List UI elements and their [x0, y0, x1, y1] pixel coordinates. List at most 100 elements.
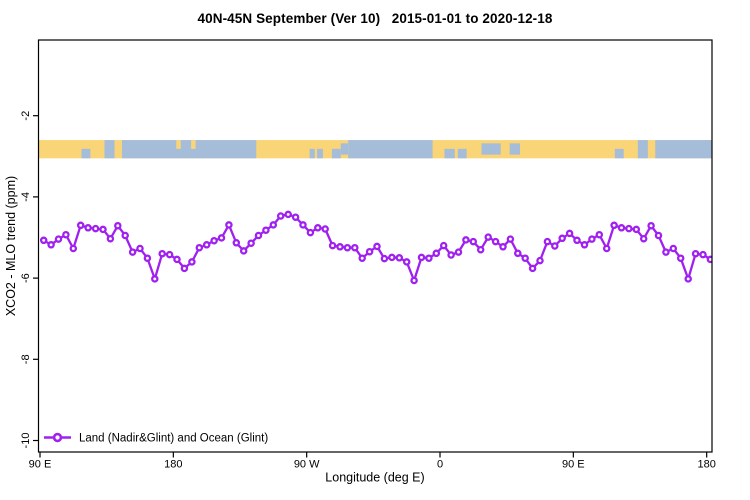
- data-point-marker: [565, 229, 574, 238]
- y-tick-label: -6: [20, 273, 32, 283]
- data-point-marker: [410, 276, 418, 285]
- data-point-marker: [121, 231, 129, 240]
- data-point-marker: [284, 210, 292, 219]
- data-point-marker: [128, 248, 137, 256]
- data-point-marker: [632, 225, 641, 234]
- ocean-segment: [614, 148, 624, 159]
- data-point-marker: [84, 224, 92, 232]
- legend: [44, 432, 71, 443]
- x-tick-label: 90 W: [294, 459, 320, 471]
- data-point-marker: [610, 221, 618, 230]
- data-point-marker: [47, 241, 55, 249]
- data-point-marker: [202, 241, 211, 249]
- data-point-marker: [654, 231, 663, 240]
- data-point-marker: [269, 221, 278, 229]
- data-point-marker: [299, 221, 307, 229]
- ocean-segment: [348, 140, 433, 159]
- data-point-marker: [69, 244, 78, 253]
- data-point-marker: [321, 225, 329, 233]
- y-tick-label: -2: [20, 111, 32, 121]
- data-point-marker: [151, 275, 159, 283]
- data-point-marker: [395, 254, 404, 262]
- ocean-segment: [104, 140, 115, 159]
- data-point-marker: [580, 241, 589, 249]
- data-point-marker: [54, 235, 63, 243]
- data-point-marker: [247, 239, 255, 247]
- data-point-marker: [425, 254, 433, 262]
- x-tick-label: 90 E: [29, 459, 52, 471]
- y-tick-label: -8: [20, 354, 32, 364]
- data-point-marker: [262, 226, 270, 234]
- x-axis-title: Longitude (deg E): [325, 471, 424, 485]
- data-point-marker: [558, 234, 566, 243]
- data-point-marker: [625, 224, 633, 233]
- ocean-segment: [331, 148, 341, 159]
- data-point-marker: [306, 228, 315, 237]
- ocean-segment: [340, 143, 349, 155]
- data-point-marker: [158, 249, 166, 258]
- y-tick-label: -10: [20, 433, 32, 449]
- data-point-marker: [617, 224, 626, 232]
- data-point-marker: [358, 254, 366, 262]
- data-point-marker: [514, 249, 522, 258]
- data-point-marker: [291, 213, 300, 221]
- data-point-marker: [343, 243, 352, 252]
- x-tick-label: 180: [697, 459, 715, 471]
- data-point-marker: [373, 242, 381, 251]
- data-point-marker: [432, 249, 441, 258]
- data-point-marker: [647, 221, 655, 230]
- ocean-segment: [317, 148, 323, 159]
- data-point-marker: [691, 249, 700, 258]
- legend-marker-sample: [52, 432, 63, 443]
- ocean-segment: [121, 140, 257, 159]
- data-point-marker: [484, 233, 492, 241]
- data-point-marker: [254, 231, 263, 240]
- data-point-marker: [669, 244, 678, 253]
- island-patch: [176, 140, 181, 149]
- data-point-marker: [699, 250, 707, 259]
- data-point-marker: [239, 247, 248, 255]
- data-point-marker: [232, 239, 241, 247]
- data-point-marker: [551, 242, 559, 250]
- data-point-marker: [195, 243, 204, 252]
- data-point-marker: [114, 221, 122, 230]
- data-point-marker: [543, 237, 552, 246]
- data-point-marker: [210, 236, 218, 245]
- data-point-marker: [588, 235, 596, 243]
- data-point-marker: [462, 236, 470, 244]
- data-point-marker: [225, 221, 233, 229]
- y-tick-label: -4: [20, 192, 32, 202]
- ocean-segment: [481, 143, 501, 155]
- ocean-segment: [444, 148, 455, 159]
- legend-label: Land (Nadir&Glint) and Ocean (Glint): [79, 433, 268, 445]
- data-point-marker: [314, 224, 322, 232]
- data-point-marker: [62, 230, 70, 239]
- data-point-marker: [662, 248, 670, 256]
- data-point-marker: [684, 275, 692, 283]
- ocean-segment: [509, 143, 521, 155]
- ocean-segment: [655, 140, 712, 159]
- data-point-marker: [476, 245, 485, 254]
- data-point-marker: [39, 236, 48, 245]
- x-tick-label: 0: [437, 459, 443, 471]
- data-point-marker: [388, 253, 396, 262]
- island-patch: [191, 140, 196, 149]
- data-point-marker: [143, 254, 152, 262]
- data-point-marker: [595, 230, 604, 239]
- data-point-marker: [173, 255, 181, 264]
- chart-title: 40N-45N September (Ver 10) 2015-01-01 to…: [197, 11, 553, 26]
- ocean-segment: [309, 148, 315, 159]
- data-point-marker: [276, 212, 285, 220]
- data-point-marker: [136, 244, 144, 253]
- y-axis-title: XCO2 - MLO trend (ppm): [4, 176, 18, 316]
- data-point-marker: [365, 247, 374, 256]
- data-point-marker: [380, 254, 389, 263]
- data-point-marker: [351, 243, 359, 252]
- data-point-marker: [499, 243, 507, 251]
- data-point-marker: [417, 253, 426, 262]
- data-point-marker: [536, 256, 544, 265]
- data-point-marker: [447, 251, 455, 259]
- data-point-marker: [91, 224, 100, 233]
- data-point-marker: [217, 234, 226, 242]
- ocean-segment: [637, 140, 648, 159]
